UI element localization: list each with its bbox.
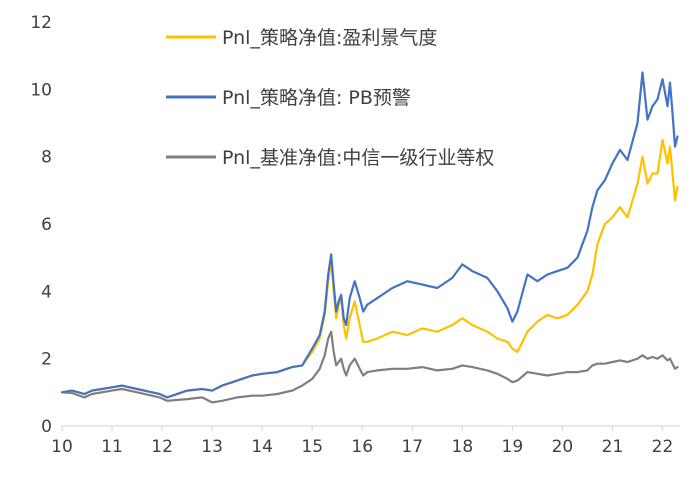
legend-label-2: Pnl_基准净值:中信一级行业等权: [222, 147, 494, 169]
legend-label-1: Pnl_策略净值: PB预警: [222, 87, 411, 109]
y-tick-label: 4: [41, 282, 52, 302]
x-tick-label: 18: [452, 437, 474, 457]
x-tick-label: 13: [201, 437, 223, 457]
y-tick-label: 2: [41, 350, 52, 370]
y-tick-label: 8: [41, 148, 52, 168]
legend-label-0: Pnl_策略净值:盈利景气度: [222, 27, 437, 49]
x-tick-label: 15: [301, 437, 323, 457]
series-line-0: [60, 138, 679, 399]
series-lines: [60, 71, 679, 404]
y-axis-ticks: 0 2 4 6 8 10 12: [30, 13, 52, 437]
x-tick-label: 16: [351, 437, 373, 457]
x-tick-label: 11: [101, 437, 123, 457]
legend: Pnl_策略净值:盈利景气度 Pnl_策略净值: PB预警 Pnl_基准净值:中信一…: [166, 27, 494, 169]
x-tick-label: 14: [251, 437, 273, 457]
x-tick-label: 10: [51, 437, 73, 457]
y-tick-label: 6: [41, 215, 52, 235]
x-tick-label: 21: [602, 437, 624, 457]
x-tick-label: 17: [401, 437, 423, 457]
x-tick-label: 12: [151, 437, 173, 457]
y-tick-label: 0: [41, 417, 52, 437]
x-tick-label: 22: [652, 437, 674, 457]
y-tick-label: 10: [30, 80, 52, 100]
x-tick-label: 19: [502, 437, 524, 457]
y-tick-label: 12: [30, 13, 52, 33]
x-axis-ticks: 10 11 12 13 14 15 16 17 18 19 20 21 22: [51, 426, 673, 457]
x-tick-label: 20: [552, 437, 574, 457]
series-line-2: [60, 330, 679, 404]
series-line-1: [60, 71, 679, 399]
